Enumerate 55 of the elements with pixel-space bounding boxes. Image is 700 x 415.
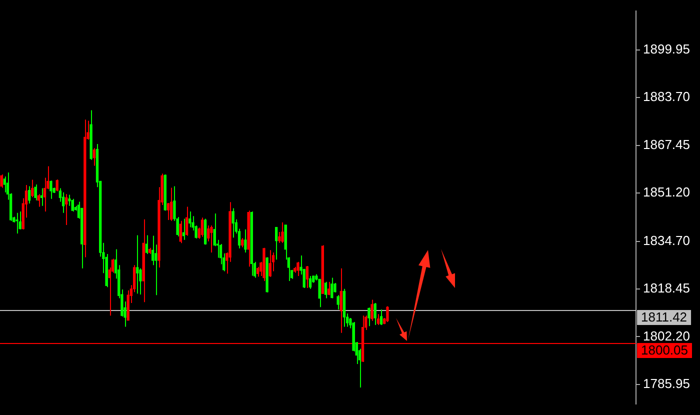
candlestick bbox=[185, 206, 188, 236]
candlestick bbox=[370, 299, 374, 322]
candlestick bbox=[386, 306, 389, 323]
candlestick bbox=[306, 266, 309, 289]
candlestick bbox=[374, 302, 376, 326]
candlestick bbox=[324, 281, 328, 299]
candlestick bbox=[296, 261, 300, 276]
candlestick bbox=[0, 174, 3, 188]
ref-line-label: 1800.05 bbox=[641, 342, 688, 358]
candlestick bbox=[65, 194, 68, 226]
candlestick bbox=[28, 186, 31, 204]
candlestick bbox=[50, 180, 52, 200]
y-tick-label: 1851.20 bbox=[643, 184, 690, 200]
candlestick bbox=[92, 148, 96, 166]
candlestick bbox=[336, 294, 340, 310]
candlestick bbox=[166, 202, 170, 220]
candlestick bbox=[56, 178, 58, 192]
candlestick bbox=[268, 250, 272, 278]
candlestick bbox=[31, 179, 34, 198]
candlestick bbox=[340, 268, 342, 334]
candlestick bbox=[34, 184, 37, 201]
candlestick bbox=[213, 213, 216, 247]
candlestick bbox=[244, 228, 247, 254]
candlestick bbox=[281, 222, 284, 244]
candlestick bbox=[16, 212, 18, 234]
y-tick-label: 1785.95 bbox=[643, 376, 690, 391]
candlestick bbox=[3, 176, 6, 193]
candlestick bbox=[330, 277, 334, 299]
candlestick bbox=[241, 238, 244, 248]
y-tick-label: 1899.95 bbox=[643, 42, 690, 57]
y-tick-label: 1802.20 bbox=[643, 328, 690, 344]
candlestick bbox=[18, 210, 22, 230]
candlestick bbox=[380, 308, 383, 326]
candlestick bbox=[232, 208, 234, 238]
ref-line-label: 1811.42 bbox=[641, 310, 688, 325]
y-tick-label: 1867.45 bbox=[643, 136, 690, 152]
y-tick-label: 1818.45 bbox=[643, 280, 690, 296]
candlestick bbox=[376, 314, 380, 326]
candlestick bbox=[170, 187, 173, 222]
candlestick bbox=[179, 220, 182, 244]
candlestick bbox=[327, 281, 330, 296]
candlestick bbox=[256, 266, 260, 278]
candlestick bbox=[136, 234, 139, 294]
candlestick bbox=[145, 234, 148, 254]
candlestick bbox=[274, 226, 278, 260]
y-tick-label: 1834.70 bbox=[643, 232, 690, 248]
candlestick bbox=[308, 276, 312, 290]
candlestick bbox=[154, 244, 158, 296]
candlestick bbox=[43, 177, 46, 212]
candlestick bbox=[368, 307, 370, 327]
candlestick bbox=[210, 225, 213, 254]
y-tick-label: 1883.70 bbox=[643, 89, 690, 104]
candlestick bbox=[71, 198, 74, 212]
candlestick bbox=[200, 217, 204, 238]
candlestick bbox=[188, 210, 192, 228]
